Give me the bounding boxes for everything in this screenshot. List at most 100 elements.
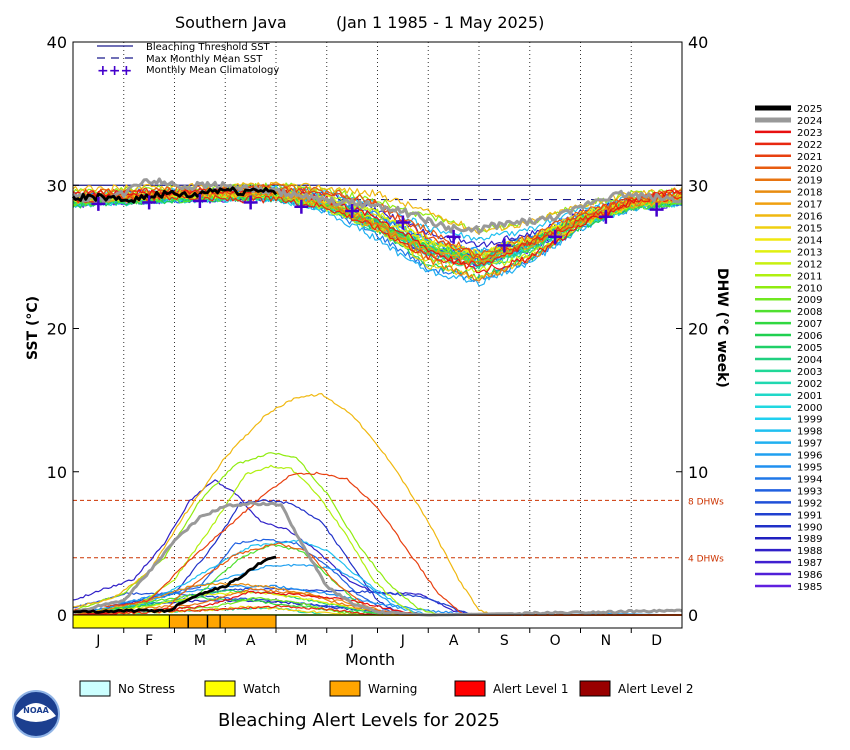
plot-area xyxy=(73,42,682,615)
alert-bar-segment xyxy=(219,614,277,629)
alert-legend-swatch xyxy=(204,680,236,697)
chart-date-range: (Jan 1 1985 - 1 May 2025) xyxy=(336,13,544,32)
year-legend-label: 2007 xyxy=(797,319,822,330)
y-axis-right-label: DHW (°C week) xyxy=(714,268,730,388)
year-legend-label: 1997 xyxy=(797,439,822,450)
year-legend-label: 1991 xyxy=(797,510,822,521)
year-legend-label: 2012 xyxy=(797,259,822,270)
alert-legend-swatch xyxy=(579,680,611,697)
year-legend-label: 2025 xyxy=(797,104,822,115)
year-legend-label: 2009 xyxy=(797,295,822,306)
year-legend-label: 1986 xyxy=(797,570,822,581)
alert-level-bar xyxy=(72,614,277,629)
climatology-marker xyxy=(91,196,106,211)
year-legend-label: 2014 xyxy=(797,235,822,246)
dhw-line-2025 xyxy=(72,555,277,614)
year-legend-label: 2003 xyxy=(797,367,822,378)
x-axis-label: Month xyxy=(345,650,395,669)
year-legend-label: 1996 xyxy=(797,451,822,462)
year-legend-label: 2008 xyxy=(797,307,822,318)
inner-legend: Bleaching Threshold SST Max Monthly Mean… xyxy=(97,42,279,79)
year-legend-label: 2021 xyxy=(797,152,822,163)
year-legend-label: 2013 xyxy=(797,247,822,258)
month-tick-label: J xyxy=(95,633,100,649)
climatology-marker xyxy=(598,209,613,224)
y-tick-label-left: 20 xyxy=(47,320,67,339)
year-legend-label: 2000 xyxy=(797,403,822,414)
noaa-logo-bird xyxy=(16,703,56,722)
year-legend-label: 2015 xyxy=(797,224,822,235)
year-legend: 2025202420232022202120202019201820172016… xyxy=(755,104,822,593)
climatology-marker xyxy=(243,195,258,210)
climatology-marker xyxy=(192,194,207,209)
y-axis-left-label: SST (°C) xyxy=(25,296,41,360)
month-tick-label: S xyxy=(500,633,509,649)
climatology-marker xyxy=(395,215,410,230)
year-legend-label: 1995 xyxy=(797,463,822,474)
year-legend-label: 1993 xyxy=(797,486,822,497)
year-legend-label: 2002 xyxy=(797,379,822,390)
climatology-marker xyxy=(446,229,461,244)
axes: 0 0 10 10 20 20 30 30 40 40 J F M A M J J A S O N D xyxy=(47,33,709,649)
noaa-logo-text: NOAA xyxy=(23,706,49,715)
dhw-reference-label: 4 DHWs xyxy=(688,555,724,565)
year-legend-label: 1994 xyxy=(797,474,822,485)
threshold-legend-label: Bleaching Threshold SST xyxy=(146,42,271,53)
month-tick-label: D xyxy=(651,633,662,649)
year-legend-label: 1985 xyxy=(797,582,822,593)
month-tick-label: A xyxy=(246,633,256,649)
year-legend-label: 1988 xyxy=(797,546,822,557)
climatology-marker xyxy=(142,195,157,210)
y-tick-label-left: 40 xyxy=(47,33,67,52)
alert-legend-title: Bleaching Alert Levels for 2025 xyxy=(218,710,500,731)
month-tick-label: N xyxy=(601,633,611,649)
y-tick-label-right: 20 xyxy=(688,320,708,339)
mmm-legend-label: Max Monthly Mean SST xyxy=(146,54,263,65)
y-tick-label-left: 10 xyxy=(47,463,67,482)
plot-background xyxy=(73,42,682,615)
month-tick-label: J xyxy=(400,633,405,649)
month-tick-label: O xyxy=(550,633,561,649)
year-legend-label: 2016 xyxy=(797,212,822,223)
year-legend-label: 2005 xyxy=(797,343,822,354)
y-tick-label-right: 40 xyxy=(688,33,708,52)
alert-bar-segment xyxy=(168,614,221,629)
clim-legend-label: Monthly Mean Climatology xyxy=(146,65,279,76)
month-tick-label: A xyxy=(449,633,459,649)
dhw-line-2024 xyxy=(72,500,683,617)
year-legend-label: 1992 xyxy=(797,498,822,509)
sst-line-2024 xyxy=(71,177,683,234)
year-legend-label: 2018 xyxy=(797,188,822,199)
month-tick-label: M xyxy=(194,633,206,649)
month-tick-label: M xyxy=(295,633,307,649)
year-legend-label: 2001 xyxy=(797,391,822,402)
year-legend-label: 1998 xyxy=(797,427,822,438)
year-legend-label: 2011 xyxy=(797,271,822,282)
climatology-marker xyxy=(294,199,309,214)
year-legend-label: 2017 xyxy=(797,200,822,211)
alert-legend-swatch xyxy=(79,680,111,697)
alert-legend-label: Warning xyxy=(368,682,417,696)
alert-bar-segment xyxy=(72,614,170,629)
alert-legend-label: No Stress xyxy=(118,682,175,696)
y-tick-label-left: 30 xyxy=(47,176,67,195)
sst-line-2022 xyxy=(72,193,683,266)
year-legend-label: 1990 xyxy=(797,522,822,533)
clim-legend-swatch: +++ xyxy=(97,63,132,79)
alert-legend-swatch xyxy=(454,680,486,697)
month-tick-label: J xyxy=(349,633,354,649)
y-tick-label-left: 0 xyxy=(57,606,67,625)
alert-legend-label: Alert Level 2 xyxy=(618,682,694,696)
alert-legend-swatch xyxy=(329,680,361,697)
year-legend-label: 2024 xyxy=(797,116,822,127)
year-legend-label: 2004 xyxy=(797,355,822,366)
alert-level-legend: No Stress Watch Warning Alert Level 1 Alert … xyxy=(79,680,694,697)
year-legend-label: 2006 xyxy=(797,331,822,342)
sst-series-group xyxy=(71,177,683,287)
year-legend-label: 1987 xyxy=(797,558,822,569)
alert-legend-label: Watch xyxy=(243,682,280,696)
year-legend-label: 1989 xyxy=(797,534,822,545)
y-tick-label-right: 30 xyxy=(688,176,708,195)
year-legend-label: 1999 xyxy=(797,415,822,426)
